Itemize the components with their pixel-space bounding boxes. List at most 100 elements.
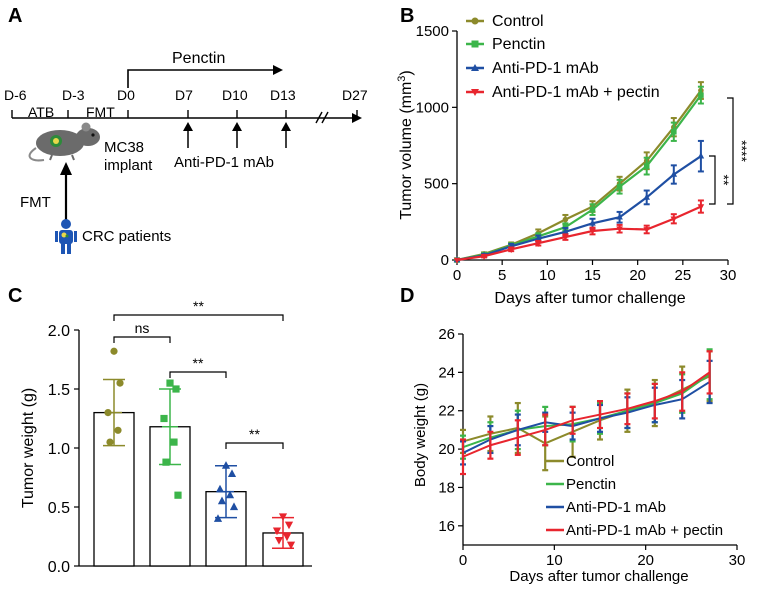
bracket-control-vs-combo	[727, 97, 734, 205]
data-point	[272, 527, 282, 536]
series-antipd1	[453, 139, 705, 263]
data-point	[278, 513, 288, 522]
series-line	[462, 375, 711, 445]
data-point	[227, 469, 237, 478]
panel-d-ylabel: Body weight (g)	[412, 383, 429, 487]
data-point	[589, 206, 596, 213]
day-label: D7	[175, 87, 193, 103]
panel-label-d: D	[400, 285, 414, 307]
y-tick-label: 0	[441, 252, 449, 269]
fmt-segment-label: FMT	[86, 104, 115, 120]
data-point	[160, 414, 168, 423]
significance-label: **	[193, 355, 204, 371]
significance-bracket: **	[113, 298, 284, 321]
series-line	[456, 205, 702, 262]
data-point	[562, 216, 569, 223]
sig-control-vs-combo: ****	[734, 140, 750, 162]
x-tick-label: 15	[584, 267, 601, 284]
mouse-icon	[28, 122, 100, 162]
data-point	[116, 379, 124, 387]
treatment-arrowhead	[281, 122, 291, 131]
data-point	[229, 502, 239, 511]
panel-label-a: A	[8, 5, 22, 27]
timeline-break-mark	[321, 111, 329, 124]
data-point	[170, 438, 178, 446]
pectin-arrow	[127, 69, 274, 88]
legend-marker	[471, 89, 479, 96]
legend-item-control: Control	[546, 453, 614, 470]
panel-c-ylabel: Tumor weight (g)	[20, 388, 37, 508]
data-point	[671, 128, 677, 135]
data-point	[698, 92, 704, 98]
data-point	[284, 521, 294, 530]
bar-group-antipd1	[205, 461, 247, 567]
legend-label: Control	[566, 453, 614, 470]
data-point	[215, 484, 225, 493]
treatment-arrowhead	[183, 122, 193, 131]
y-tick-label: 2.0	[48, 323, 70, 340]
treatment-arrowhead	[232, 122, 242, 131]
y-tick-label: 16	[438, 518, 455, 535]
bar-group-control	[93, 347, 135, 567]
panel-b-ylabel: Tumor volume (mm3)	[396, 70, 415, 220]
data-point	[670, 216, 678, 223]
series-antipd1	[460, 359, 713, 466]
data-point	[697, 152, 705, 159]
bracket-line	[113, 336, 171, 343]
y-tick-label: 26	[438, 326, 455, 343]
significance-bracket: **	[169, 355, 227, 378]
data-point	[697, 204, 705, 211]
data-point	[616, 213, 623, 220]
data-point	[172, 385, 180, 393]
legend-item-pectin: Penctin	[466, 36, 545, 53]
series-combo	[453, 199, 705, 264]
data-point	[106, 438, 114, 446]
legend-label: Anti-PD-1 mAb + pectin	[566, 522, 723, 539]
data-point	[562, 227, 569, 235]
day-label: D-6	[4, 87, 27, 103]
panel-b-legend: Control Penctin Anti-PD-1 mAb Anti-PD-1 …	[466, 13, 660, 101]
data-point	[453, 257, 461, 264]
data-point	[286, 541, 296, 550]
bar-group-pectin	[149, 379, 191, 567]
series-line	[462, 381, 711, 454]
y-tick-label: 0.5	[48, 500, 70, 517]
legend-marker	[471, 17, 479, 25]
data-point	[643, 227, 650, 234]
significance-bracket: **	[225, 426, 284, 449]
legend-label: Anti-PD-1 mAb + pectin	[492, 84, 660, 101]
x-tick-label: 20	[629, 267, 646, 284]
series-control	[454, 81, 704, 263]
y-tick-label: 500	[424, 176, 449, 193]
bracket-pd1-vs-combo	[709, 155, 716, 205]
x-tick-label: 20	[637, 552, 654, 569]
data-point	[616, 183, 623, 190]
data-point	[480, 253, 488, 260]
x-tick-label: 25	[674, 267, 691, 284]
legend-item-combo: Anti-PD-1 mAb + pectin	[466, 84, 660, 101]
implant-label-line2: implant	[104, 157, 153, 174]
data-point	[562, 234, 569, 241]
atb-label: ATB	[28, 104, 54, 120]
patients-label: CRC patients	[82, 228, 171, 245]
data-point	[589, 228, 596, 235]
panel-label-b: B	[400, 5, 414, 27]
data-point	[282, 533, 292, 542]
significance-label: **	[193, 298, 204, 314]
panel-a-schematic: D-6 D-3 D0 D7 D10 D13 D27 ATB FMT Pencti…	[4, 50, 368, 254]
bracket-line	[113, 314, 284, 321]
data-point	[274, 536, 284, 545]
data-point	[535, 234, 542, 241]
panel-d-xlabel: Days after tumor challenge	[509, 568, 688, 585]
bar-group-combo	[262, 513, 304, 567]
data-point	[225, 490, 235, 499]
day-label: D10	[222, 87, 248, 103]
data-point	[507, 247, 515, 254]
y-tick-label: 18	[438, 479, 455, 496]
patient-icon	[55, 219, 77, 254]
data-point	[110, 347, 118, 355]
panel-b-xlabel: Days after tumor challenge	[494, 290, 685, 307]
implant-label-line1: MC38	[104, 139, 144, 156]
data-point	[616, 226, 623, 233]
x-tick-label: 0	[459, 552, 467, 569]
